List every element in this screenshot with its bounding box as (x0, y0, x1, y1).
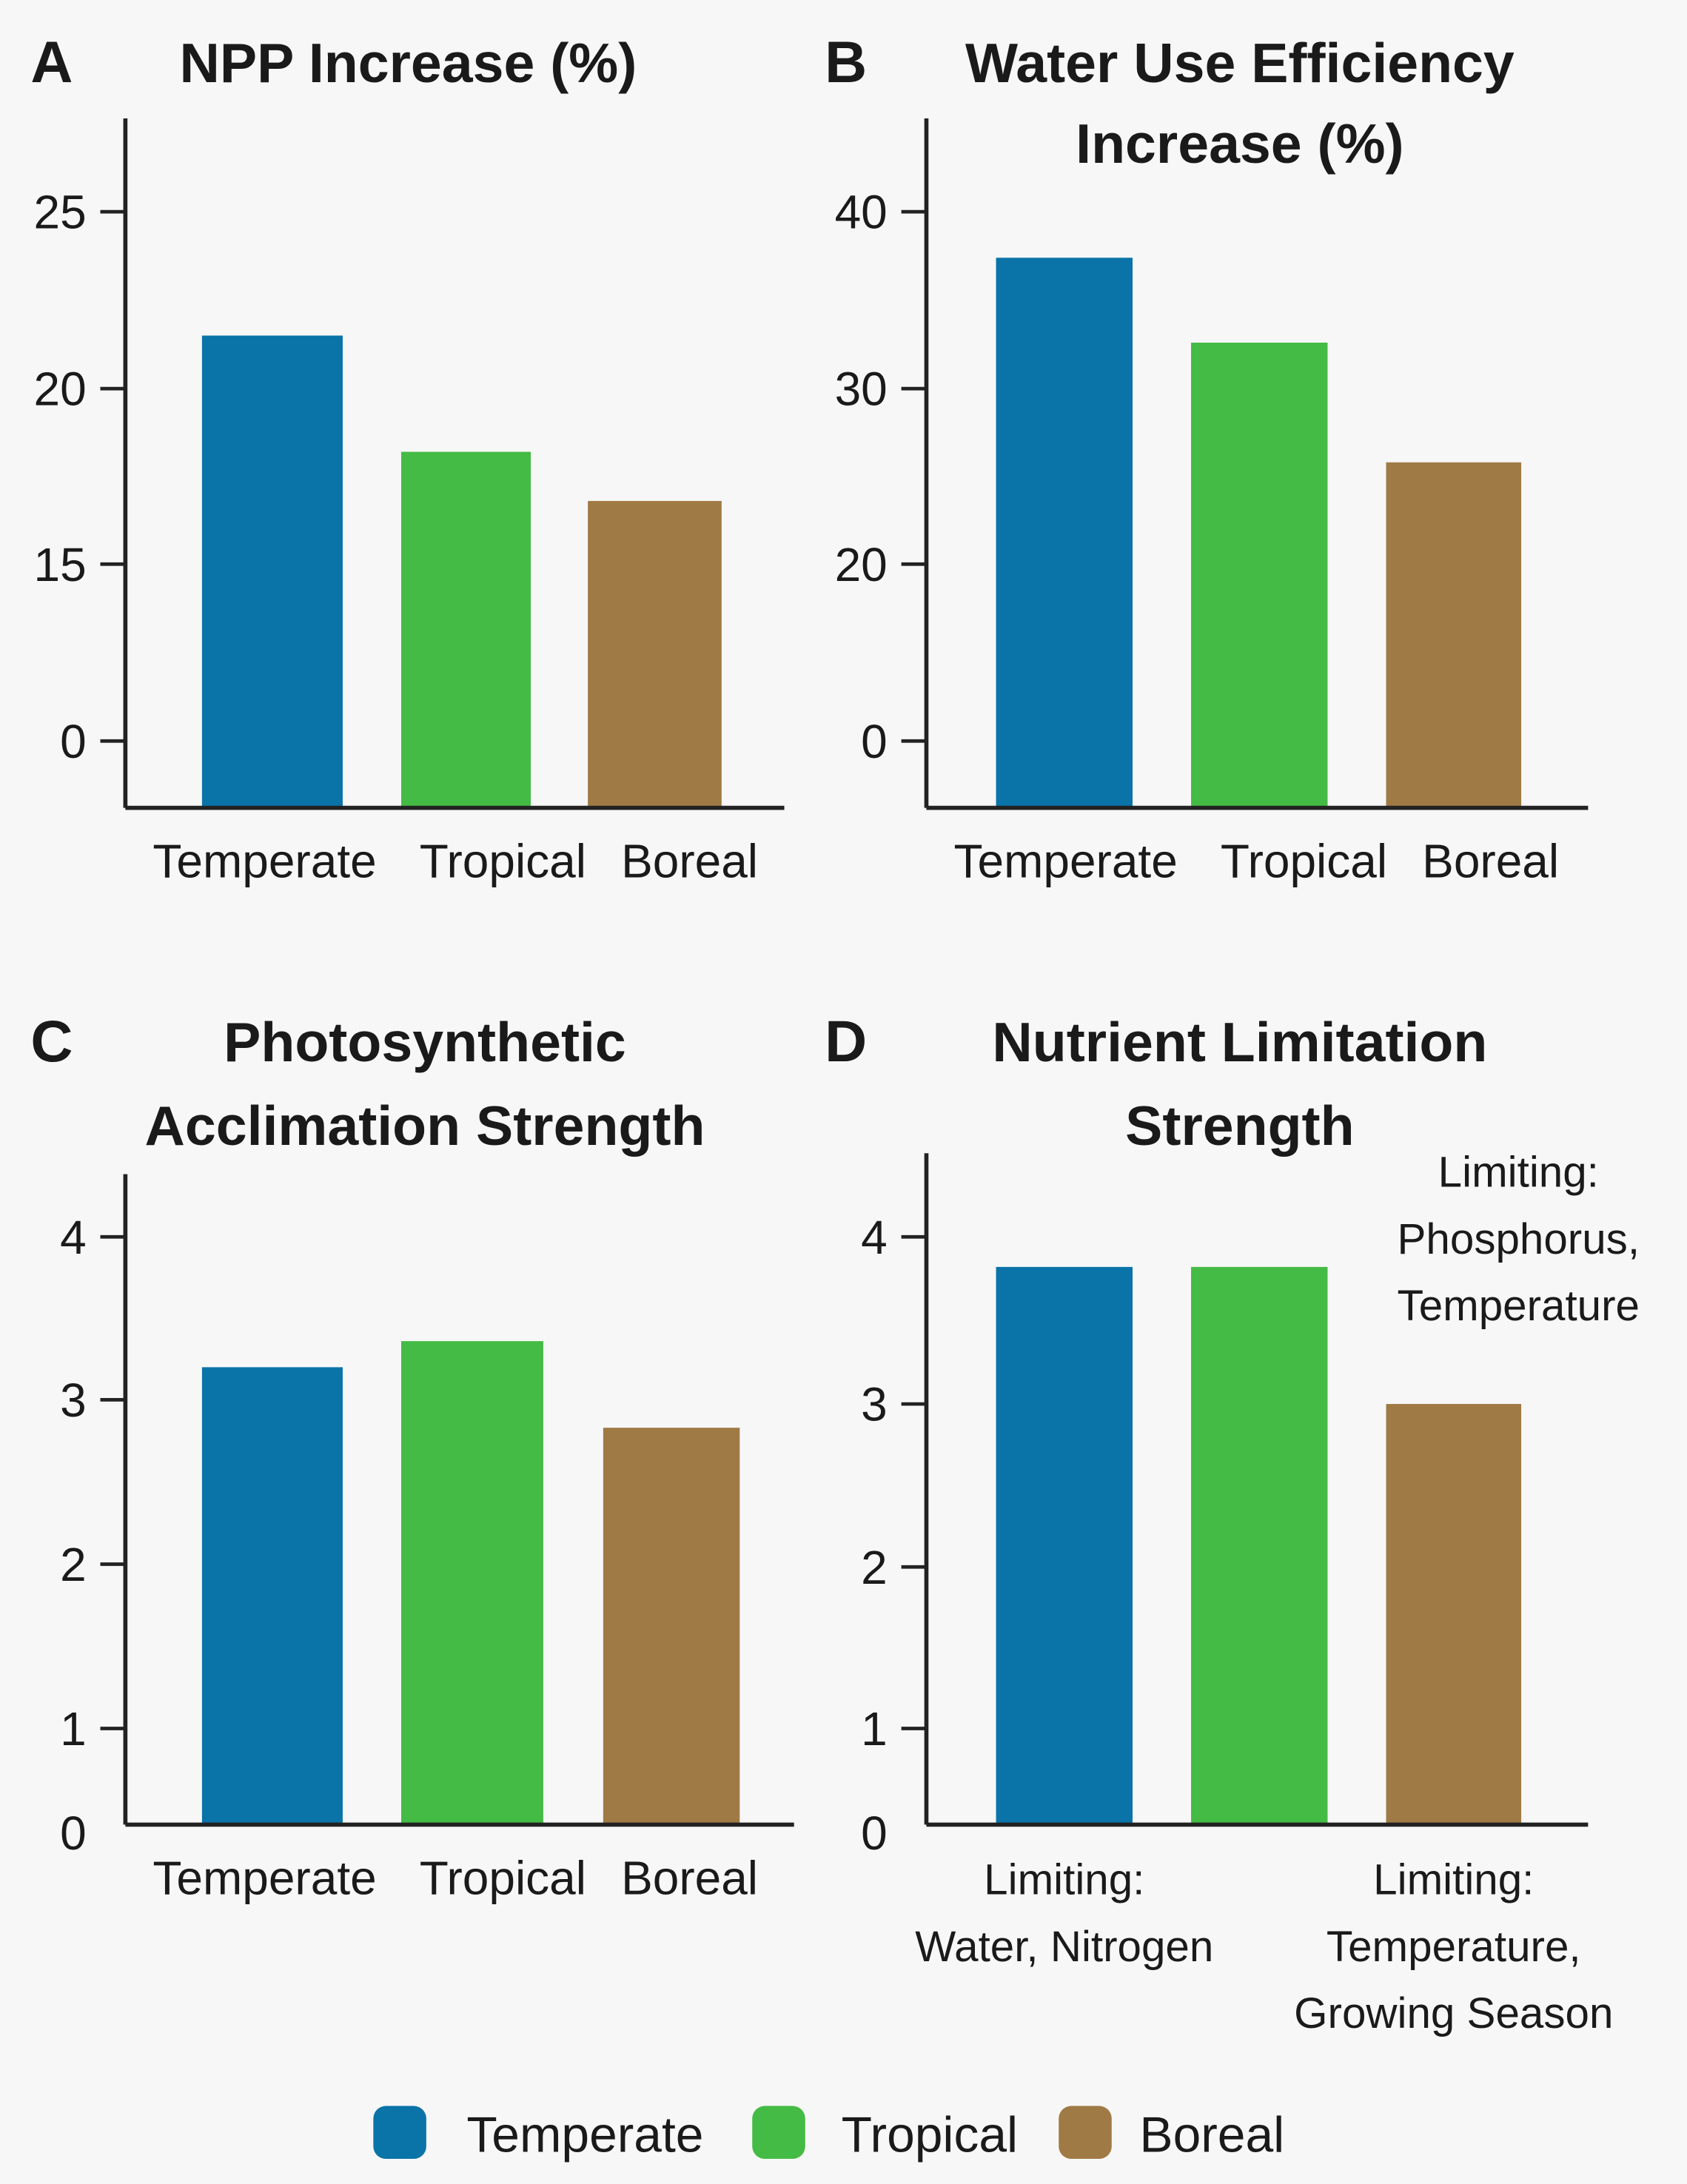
annotation: Temperature (1398, 1282, 1640, 1330)
bar-temperate (201, 1367, 343, 1825)
x-tick-label: Temperate (152, 835, 376, 888)
bar-temperate (201, 335, 343, 808)
x-tick-label: Limiting: (984, 1855, 1144, 1904)
x-tick-label: Tropical (420, 1851, 586, 1904)
chart-title: Water Use Efficiency (965, 32, 1515, 94)
bar-boreal (1386, 462, 1522, 808)
x-tick-label: Temperate (152, 1851, 376, 1904)
panel-letter: D (825, 1008, 867, 1074)
x-tick-label: Growing Season (1294, 1989, 1613, 2037)
panel-letter: A (30, 29, 73, 95)
y-tick-label: 20 (34, 363, 87, 416)
y-tick-label: 25 (34, 186, 87, 239)
chart-title: NPP Increase (%) (180, 32, 637, 94)
x-tick-label: Limiting: (1373, 1855, 1534, 1904)
legend-swatch-temperate (373, 2106, 426, 2160)
y-tick-label: 4 (60, 1211, 87, 1264)
x-tick-label: Temperature, (1327, 1923, 1581, 1971)
y-tick-label: 1 (60, 1702, 87, 1755)
y-tick-label: 3 (861, 1378, 888, 1431)
legend-label: Temperate (466, 2108, 703, 2163)
y-tick-label: 3 (60, 1374, 87, 1427)
y-tick-label: 40 (835, 186, 888, 239)
y-tick-label: 4 (861, 1211, 888, 1264)
legend-swatch-tropical (752, 2106, 805, 2160)
panel-letter: B (825, 29, 867, 95)
y-tick-label: 0 (60, 1807, 87, 1860)
x-tick-label: Temperate (954, 835, 1178, 888)
bar-tropical (1191, 342, 1328, 808)
y-tick-label: 0 (861, 715, 888, 768)
legend-swatch-boreal (1059, 2106, 1112, 2160)
chart-title: Photosynthetic (224, 1011, 626, 1073)
x-tick-label: Boreal (1422, 835, 1559, 888)
x-tick-label: Boreal (621, 1851, 758, 1904)
x-tick-label: Tropical (420, 835, 586, 888)
chart-title: Nutrient Limitation (992, 1011, 1487, 1073)
bar-boreal (603, 1428, 740, 1825)
bar-boreal (1386, 1404, 1522, 1825)
bar-temperate (996, 1266, 1133, 1825)
y-tick-label: 20 (835, 538, 888, 591)
legend-label: Boreal (1139, 2108, 1284, 2163)
y-tick-label: 0 (60, 715, 87, 768)
bar-temperate (996, 258, 1133, 808)
chart-title: Strength (1125, 1095, 1354, 1157)
annotation: Limiting: (1438, 1148, 1599, 1196)
y-tick-label: 30 (835, 363, 888, 416)
chart-title: Acclimation Strength (145, 1095, 705, 1157)
x-tick-label: Tropical (1221, 835, 1387, 888)
y-tick-label: 2 (60, 1538, 87, 1591)
y-tick-label: 0 (861, 1807, 888, 1860)
chart-title: Increase (%) (1076, 112, 1403, 175)
x-tick-label: Boreal (621, 835, 758, 888)
y-tick-label: 2 (861, 1541, 888, 1594)
bar-tropical (1191, 1266, 1328, 1825)
legend-label: Tropical (842, 2108, 1018, 2163)
annotation: Phosphorus, (1398, 1215, 1640, 1263)
y-tick-label: 1 (861, 1702, 888, 1755)
bar-tropical (400, 451, 531, 808)
x-tick-label: Water, Nitrogen (915, 1923, 1213, 1971)
y-tick-label: 15 (34, 538, 87, 591)
panel-letter: C (30, 1008, 73, 1074)
bar-tropical (400, 1341, 543, 1825)
bar-boreal (588, 500, 722, 808)
